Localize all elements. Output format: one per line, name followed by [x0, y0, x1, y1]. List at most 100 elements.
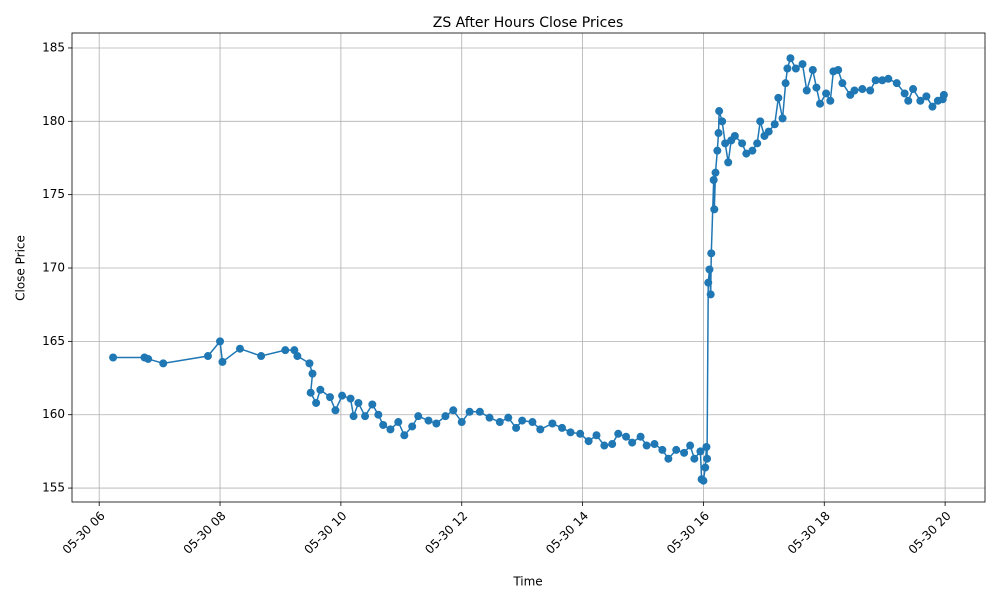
data-point [159, 359, 168, 368]
data-point [465, 407, 474, 416]
data-point [512, 423, 521, 432]
data-point [566, 428, 575, 437]
data-point [791, 64, 800, 73]
y-tick-label: 175 [42, 187, 65, 201]
y-tick-label: 185 [42, 40, 65, 54]
data-point [701, 463, 710, 472]
data-point [742, 149, 751, 158]
data-point [753, 139, 762, 148]
data-point [432, 419, 441, 428]
data-point [922, 92, 931, 101]
data-point [349, 412, 358, 421]
data-point [495, 418, 504, 427]
data-point [536, 425, 545, 434]
data-point [368, 400, 377, 409]
y-tick-label: 180 [42, 114, 65, 128]
data-point [812, 83, 821, 92]
data-point [400, 431, 409, 440]
data-point [916, 96, 925, 105]
data-point [730, 131, 739, 140]
data-point [394, 418, 403, 427]
data-point [878, 76, 887, 85]
data-point [316, 385, 325, 394]
data-point [718, 117, 727, 126]
data-point [822, 89, 831, 98]
data-point [312, 398, 321, 407]
data-point [290, 346, 299, 355]
data-point [386, 425, 395, 434]
data-point [699, 476, 708, 485]
data-point [592, 431, 601, 440]
data-point [816, 99, 825, 108]
data-point [783, 64, 792, 73]
data-point [475, 407, 484, 416]
data-point [770, 120, 779, 129]
data-point [449, 406, 458, 415]
data-point [235, 344, 244, 353]
data-point [203, 352, 212, 361]
data-point [548, 419, 557, 428]
data-point [642, 441, 651, 450]
data-point [707, 249, 716, 258]
data-point [939, 90, 948, 99]
data-point [650, 440, 659, 449]
data-point [702, 442, 711, 451]
plot-frame [71, 32, 986, 503]
data-point [786, 54, 795, 63]
data-point [703, 454, 712, 463]
data-point [802, 86, 811, 95]
data-point [781, 79, 790, 88]
data-point [710, 205, 719, 214]
data-point [858, 85, 867, 94]
data-point [338, 391, 347, 400]
data-point [838, 79, 847, 88]
data-point [408, 422, 417, 431]
data-point [871, 76, 880, 85]
data-point [696, 447, 705, 456]
data-point [331, 406, 340, 415]
data-point [608, 440, 617, 449]
data-point [850, 86, 859, 95]
data-point [216, 337, 225, 346]
data-point [672, 445, 681, 454]
data-point [414, 412, 423, 421]
data-point [346, 394, 355, 403]
data-point [826, 96, 835, 105]
data-point [748, 146, 757, 155]
data-point [774, 93, 783, 102]
data-point [622, 432, 631, 441]
data-point [558, 423, 567, 432]
data-point [457, 418, 466, 427]
chart-title: ZS After Hours Close Prices [433, 15, 624, 31]
data-point [904, 96, 913, 105]
data-point [308, 369, 317, 378]
data-point [424, 416, 433, 425]
y-tick-label: 165 [42, 334, 65, 348]
data-point [928, 102, 937, 111]
data-point [909, 85, 918, 94]
data-point [306, 388, 315, 397]
data-point [713, 146, 722, 155]
data-point [686, 441, 695, 450]
data-point [281, 346, 290, 355]
data-point [441, 412, 450, 421]
data-point [709, 175, 718, 184]
data-point [778, 114, 787, 123]
data-point [144, 354, 153, 363]
data-point [374, 410, 383, 419]
data-point [614, 429, 623, 438]
data-point [636, 432, 645, 441]
data-point [756, 117, 765, 126]
data-point [721, 139, 730, 148]
data-point [218, 357, 227, 366]
data-point [305, 359, 314, 368]
data-point [485, 413, 494, 422]
data-point [326, 393, 335, 402]
x-axis-label: Time [512, 575, 542, 589]
data-point [764, 127, 773, 136]
data-point [690, 454, 699, 463]
data-point [628, 438, 637, 447]
